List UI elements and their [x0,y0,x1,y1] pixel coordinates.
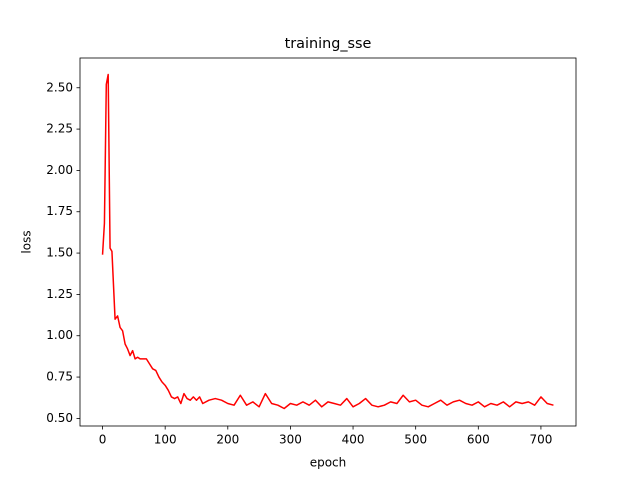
y-tick-label: 2.25 [46,122,73,136]
y-tick-label: 2.00 [46,163,73,177]
y-tick-label: 0.50 [46,411,73,425]
x-axis-label: epoch [310,456,347,470]
x-tick-label: 300 [279,433,302,447]
x-tick-label: 700 [529,433,552,447]
x-tick-label: 600 [467,433,490,447]
y-tick-label: 1.50 [46,246,73,260]
plot-frame [79,57,577,427]
chart-title: training_sse [285,36,372,52]
y-tick-label: 1.25 [46,287,73,301]
y-tick-label: 2.50 [46,80,73,94]
x-tick-label: 500 [404,433,427,447]
line-series [101,73,554,410]
y-tick-label: 0.75 [46,370,73,384]
y-tick-label: 1.75 [46,204,73,218]
y-axis-label: loss [20,230,34,253]
x-tick-label: 200 [216,433,239,447]
x-tick-label: 400 [342,433,365,447]
x-tick-label: 0 [99,433,107,447]
x-tick-label: 100 [154,433,177,447]
y-tick-label: 1.00 [46,328,73,342]
